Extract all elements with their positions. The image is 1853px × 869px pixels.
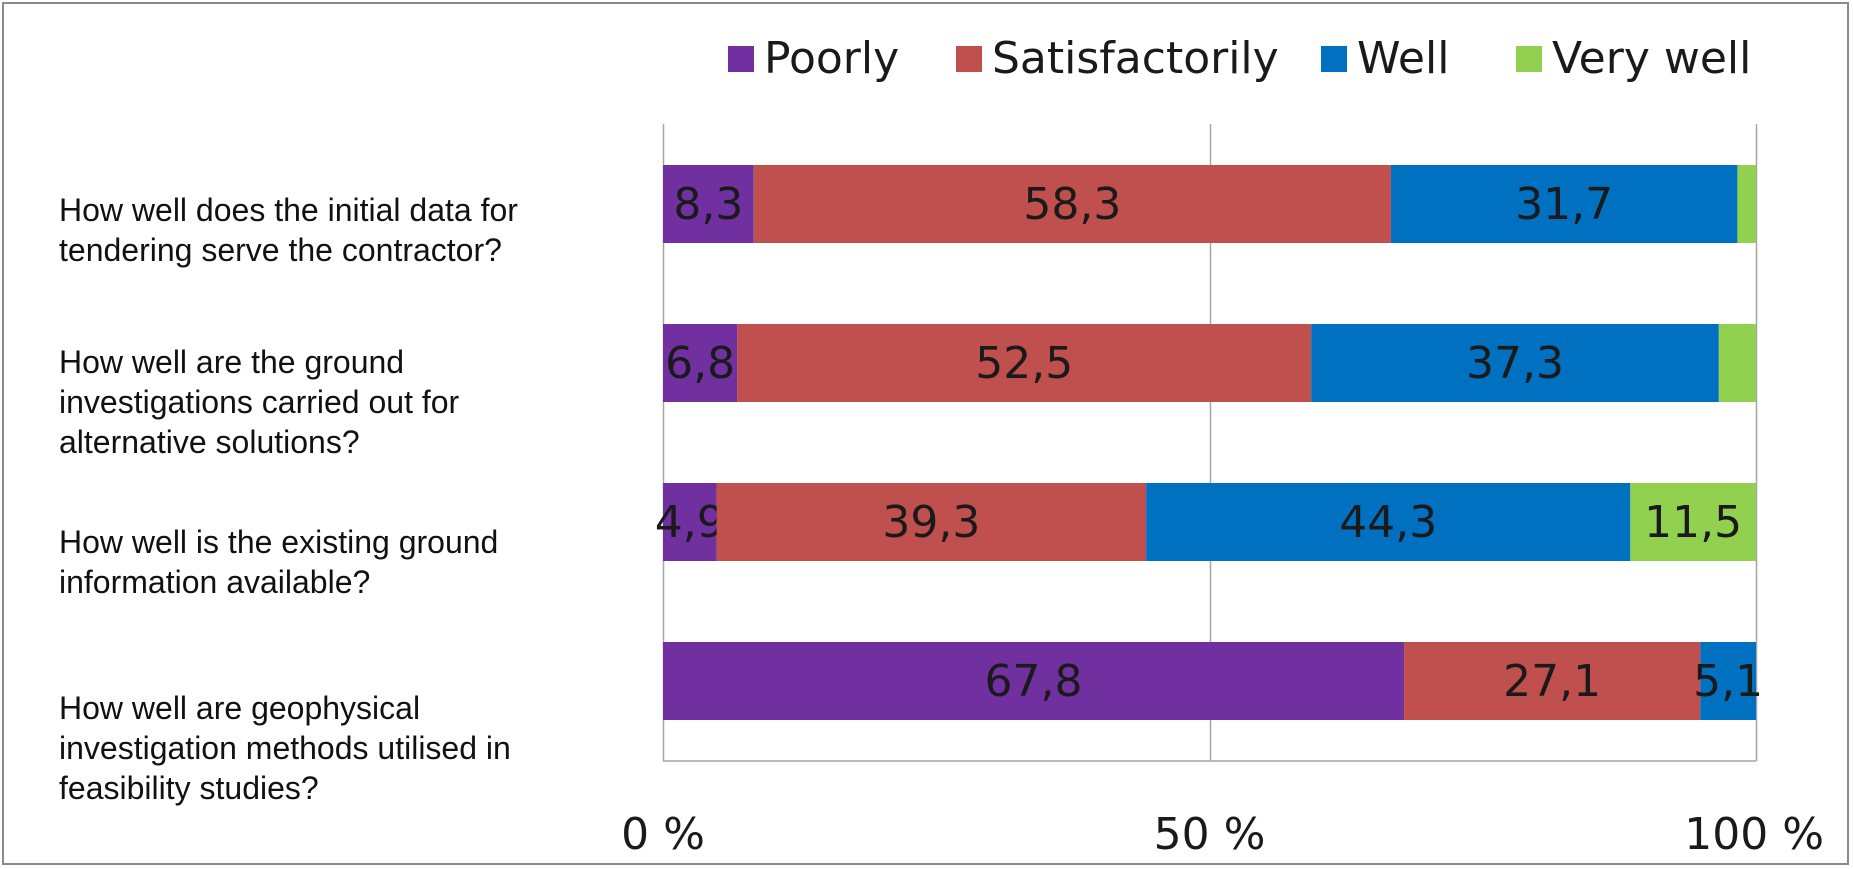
- legend-swatch: [728, 46, 754, 72]
- data-label-1-poorly: 8,3: [673, 179, 743, 230]
- bar-4-satisfactorily: [1404, 642, 1701, 720]
- category-label-2: How well are the ground investigations c…: [59, 344, 460, 460]
- legend-swatch: [1321, 46, 1347, 72]
- bar-4-well: [1700, 642, 1756, 720]
- bar-3-poorly: [663, 483, 717, 561]
- bar-1-well: [1390, 165, 1738, 243]
- data-label-3-very-well: 11,5: [1644, 497, 1742, 548]
- data-label-1-well: 31,7: [1515, 179, 1613, 230]
- bar-2-very-well: [1718, 324, 1756, 402]
- data-label-4-satisfactorily: 27,1: [1503, 656, 1601, 707]
- data-label-2-satisfactorily: 52,5: [975, 338, 1073, 389]
- x-tick-label-100: 100 %: [1684, 809, 1824, 860]
- bar-1-poorly: [663, 165, 754, 243]
- bar-3-well: [1146, 483, 1631, 561]
- bar-2-satisfactorily: [737, 324, 1312, 402]
- bar-1-satisfactorily: [753, 165, 1391, 243]
- category-label-1: How well does the initial data for tende…: [59, 192, 518, 268]
- data-label-4-poorly: 67,8: [985, 656, 1083, 707]
- x-tick-label-0: 0 %: [621, 809, 705, 860]
- category-label-3: How well is the existing ground informat…: [59, 524, 499, 600]
- data-label-3-satisfactorily: 39,3: [882, 497, 980, 548]
- data-label-3-poorly: 4,9: [655, 497, 725, 548]
- bar-2-poorly: [663, 324, 738, 402]
- data-label-1-satisfactorily: 58,3: [1023, 179, 1121, 230]
- bar-4-poorly: [663, 642, 1405, 720]
- data-label-3-well: 44,3: [1339, 497, 1437, 548]
- legend-label: Poorly: [764, 33, 899, 84]
- data-label-2-well: 37,3: [1466, 338, 1564, 389]
- legend-swatch: [956, 46, 982, 72]
- data-label-2-poorly: 6,8: [665, 338, 735, 389]
- legend-swatch: [1516, 46, 1542, 72]
- stacked-bar-chart: 8,3 58,3 31,7 6,8 52,5 37,3 4,9 39,3 44,3 11,5 67,…: [621, 33, 1824, 860]
- legend-item-very-well: Very well: [1516, 33, 1751, 84]
- category-label-4: How well are geophysical investigation m…: [59, 690, 511, 806]
- bar-1-very-well: [1737, 165, 1756, 243]
- legend-item-satisfactorily: Satisfactorily: [956, 33, 1279, 84]
- x-axis-ticks: 0 % 50 % 100 %: [621, 809, 1824, 860]
- bar-3-very-well: [1630, 483, 1756, 561]
- x-tick-label-50: 50 %: [1154, 809, 1266, 860]
- data-label-4-well: 5,1: [1693, 656, 1763, 707]
- bar-layer: 8,3 58,3 31,7 6,8 52,5 37,3 4,9 39,3 44,3 11,5 67,…: [655, 165, 1763, 720]
- bar-2-well: [1311, 324, 1719, 402]
- legend-label: Satisfactorily: [992, 33, 1279, 84]
- bar-3-satisfactorily: [716, 483, 1147, 561]
- legend-item-poorly: Poorly: [728, 33, 899, 84]
- legend: Poorly Satisfactorily Well Very well: [728, 33, 1751, 84]
- legend-label: Very well: [1552, 33, 1751, 84]
- legend-item-well: Well: [1321, 33, 1449, 84]
- legend-label: Well: [1357, 33, 1449, 84]
